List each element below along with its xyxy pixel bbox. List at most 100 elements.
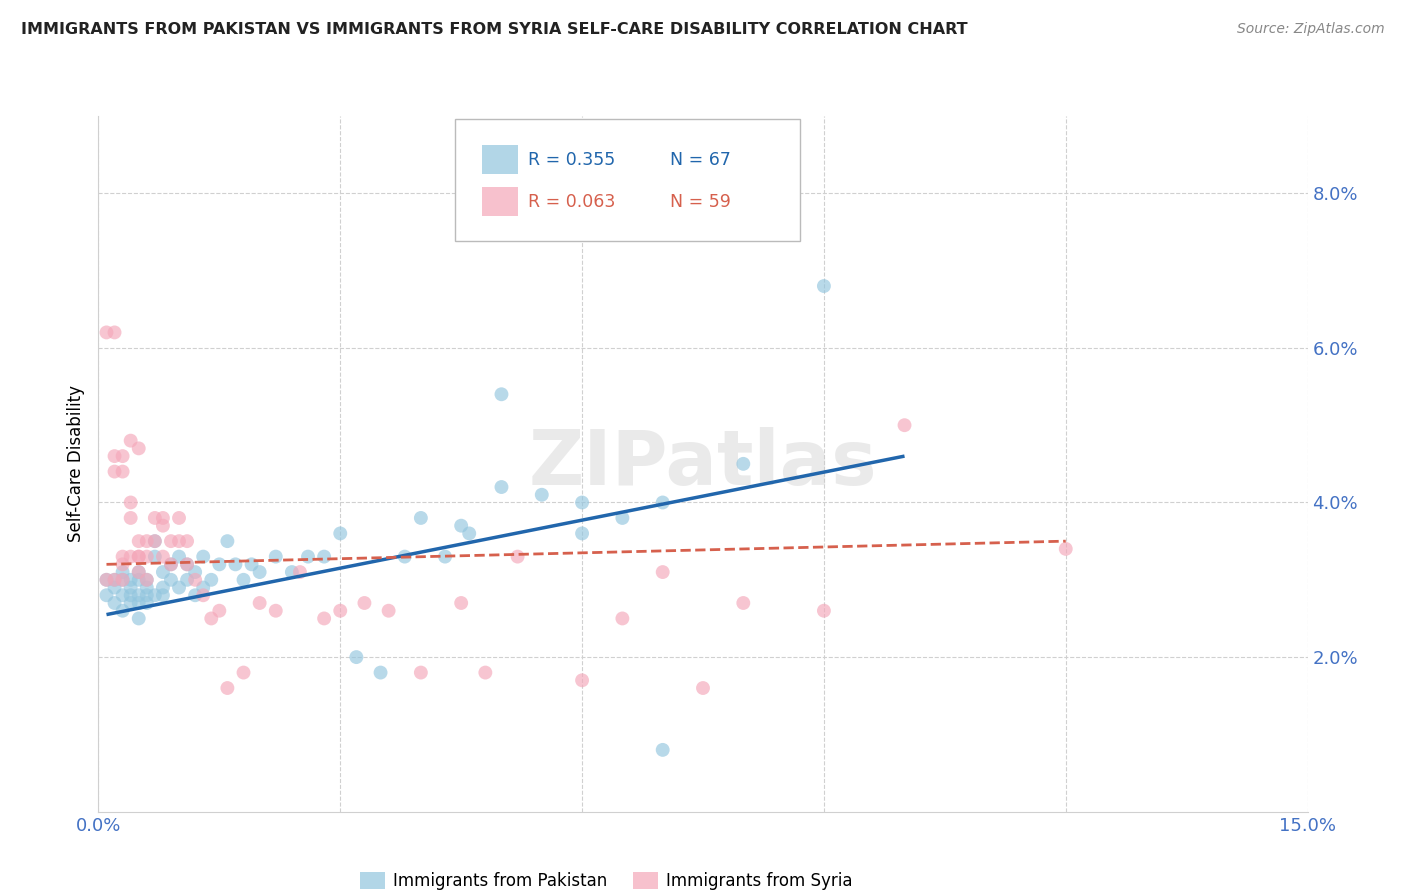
- Point: [143, 534, 166, 549]
- Text: IMMIGRANTS FROM PAKISTAN VS IMMIGRANTS FROM SYRIA SELF-CARE DISABILITY CORRELATI: IMMIGRANTS FROM PAKISTAN VS IMMIGRANTS F…: [21, 22, 967, 37]
- Point: [200, 573, 222, 587]
- Point: [288, 565, 311, 579]
- Point: [651, 565, 673, 579]
- Point: [813, 604, 835, 618]
- Point: [450, 596, 472, 610]
- Point: [733, 596, 755, 610]
- Point: [458, 526, 481, 541]
- Point: [111, 588, 134, 602]
- Point: [692, 681, 714, 695]
- Point: [152, 565, 174, 579]
- Point: [193, 581, 215, 595]
- Point: [152, 549, 174, 564]
- Point: [160, 534, 183, 549]
- Point: [733, 457, 755, 471]
- Point: [314, 611, 336, 625]
- Point: [208, 558, 231, 572]
- Point: [152, 511, 174, 525]
- Text: ZIPatlas: ZIPatlas: [529, 427, 877, 500]
- Point: [184, 573, 207, 587]
- Point: [353, 596, 375, 610]
- Point: [297, 549, 319, 564]
- Text: Source: ZipAtlas.com: Source: ZipAtlas.com: [1237, 22, 1385, 37]
- Point: [135, 588, 157, 602]
- Point: [450, 518, 472, 533]
- Point: [120, 549, 142, 564]
- Point: [135, 534, 157, 549]
- Point: [344, 650, 367, 665]
- Point: [111, 573, 134, 587]
- Point: [160, 573, 183, 587]
- Point: [128, 565, 150, 579]
- Point: [314, 549, 336, 564]
- Point: [217, 534, 239, 549]
- Point: [160, 558, 183, 572]
- Point: [612, 511, 634, 525]
- Point: [651, 743, 673, 757]
- Point: [103, 465, 125, 479]
- Point: [167, 511, 190, 525]
- Point: [96, 573, 118, 587]
- Point: [184, 565, 207, 579]
- Point: [111, 573, 134, 587]
- Text: R = 0.355: R = 0.355: [527, 151, 614, 169]
- Point: [120, 588, 142, 602]
- Point: [128, 565, 150, 579]
- Point: [111, 465, 134, 479]
- Point: [103, 581, 125, 595]
- Point: [103, 596, 125, 610]
- Point: [612, 611, 634, 625]
- Point: [103, 573, 125, 587]
- Point: [103, 326, 125, 340]
- Point: [143, 511, 166, 525]
- Point: [184, 588, 207, 602]
- Point: [232, 573, 254, 587]
- Point: [111, 549, 134, 564]
- Point: [111, 449, 134, 463]
- Point: [120, 596, 142, 610]
- Point: [264, 604, 287, 618]
- Point: [377, 604, 399, 618]
- Point: [491, 387, 513, 401]
- Legend: Immigrants from Pakistan, Immigrants from Syria: Immigrants from Pakistan, Immigrants fro…: [353, 865, 859, 892]
- Point: [193, 549, 215, 564]
- Text: N = 67: N = 67: [671, 151, 731, 169]
- Point: [143, 588, 166, 602]
- Point: [200, 611, 222, 625]
- Point: [111, 558, 134, 572]
- Point: [281, 565, 304, 579]
- Text: N = 59: N = 59: [671, 193, 731, 211]
- Point: [370, 665, 392, 680]
- Point: [135, 573, 157, 587]
- Point: [176, 534, 198, 549]
- Point: [491, 480, 513, 494]
- Point: [571, 495, 593, 509]
- Point: [506, 549, 529, 564]
- Point: [232, 665, 254, 680]
- Point: [224, 558, 246, 572]
- Point: [111, 565, 134, 579]
- Point: [120, 573, 142, 587]
- Point: [111, 604, 134, 618]
- Point: [128, 534, 150, 549]
- Point: [249, 596, 271, 610]
- Point: [249, 565, 271, 579]
- FancyBboxPatch shape: [482, 187, 517, 216]
- Point: [176, 558, 198, 572]
- Point: [167, 549, 190, 564]
- Point: [143, 534, 166, 549]
- FancyBboxPatch shape: [482, 145, 517, 175]
- Point: [813, 279, 835, 293]
- Point: [120, 434, 142, 448]
- Point: [135, 549, 157, 564]
- Point: [128, 549, 150, 564]
- Point: [651, 495, 673, 509]
- Point: [240, 558, 263, 572]
- Point: [160, 558, 183, 572]
- Point: [96, 573, 118, 587]
- FancyBboxPatch shape: [456, 120, 800, 241]
- Point: [128, 549, 150, 564]
- Y-axis label: Self-Care Disability: Self-Care Disability: [66, 385, 84, 542]
- Point: [409, 665, 432, 680]
- Point: [103, 573, 125, 587]
